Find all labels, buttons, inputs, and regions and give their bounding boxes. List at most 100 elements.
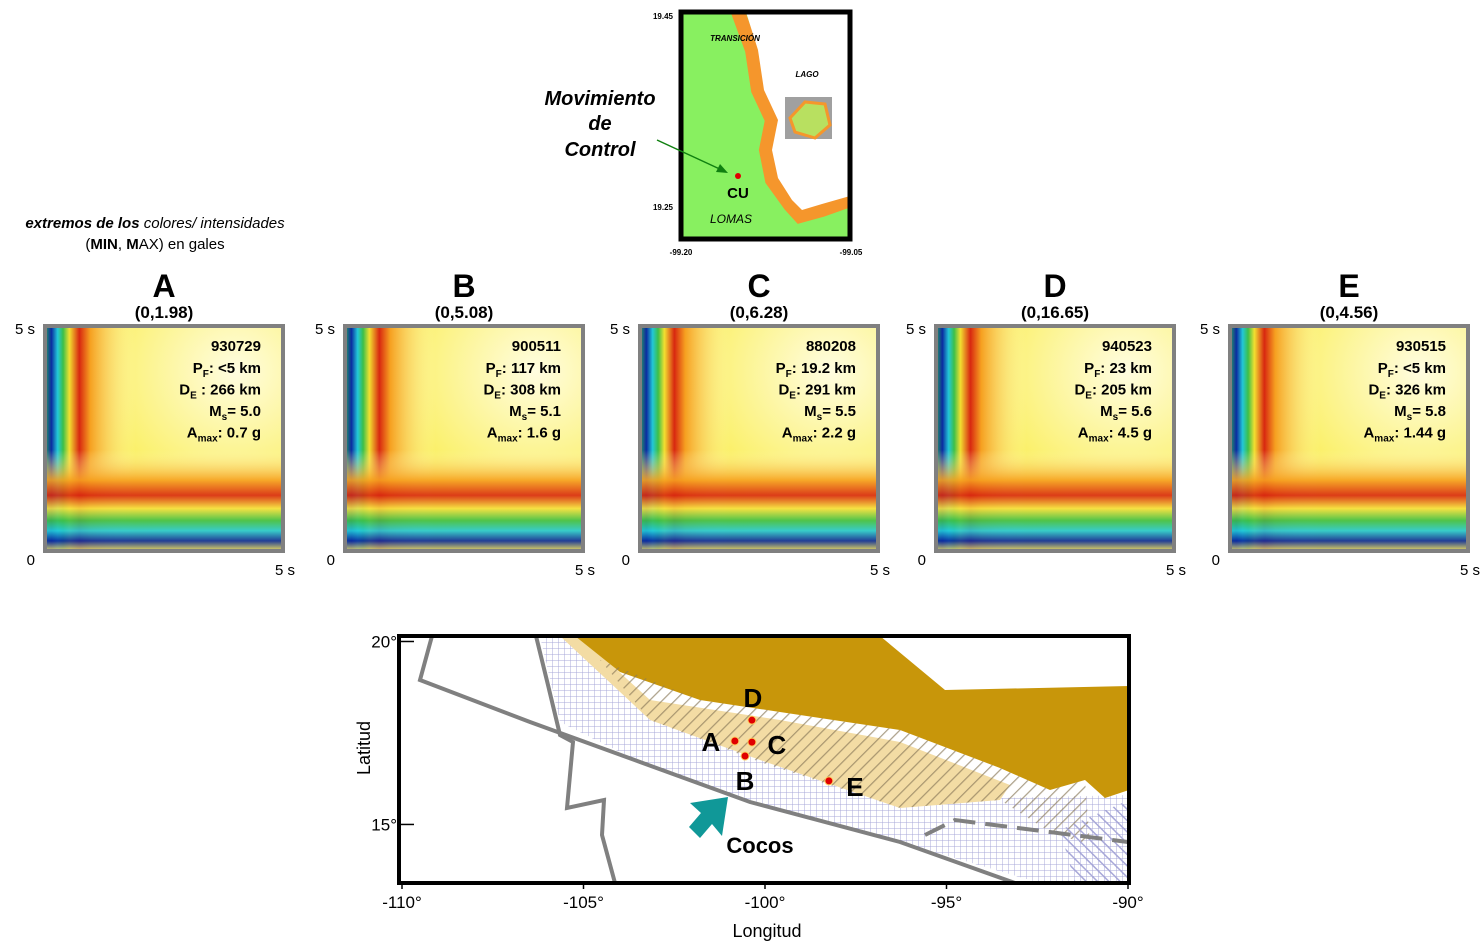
param-subscript: max bbox=[793, 434, 813, 445]
event-param: DE: 205 km bbox=[1074, 382, 1152, 402]
x-end-label: 5 s bbox=[1166, 562, 1186, 579]
param-subscript: max bbox=[1089, 434, 1109, 445]
param-symbol: A bbox=[1078, 425, 1089, 442]
event-point bbox=[747, 715, 757, 725]
y-top-label: 5 s bbox=[1200, 321, 1220, 338]
param-symbol: M bbox=[1394, 403, 1407, 420]
param-subscript: max bbox=[498, 434, 518, 445]
param-symbol: D bbox=[483, 382, 494, 399]
param-subscript: E bbox=[1379, 391, 1386, 402]
param-symbol: M bbox=[509, 403, 522, 420]
param-subscript: E bbox=[190, 391, 197, 402]
event-param: DE: 326 km bbox=[1368, 382, 1446, 402]
param-value: : 0.7 g bbox=[218, 425, 261, 442]
event-param: DE: 308 km bbox=[483, 382, 561, 402]
lon-label: -99.05 bbox=[840, 248, 863, 257]
param-symbol: P bbox=[1084, 360, 1094, 377]
event-id: 930515 bbox=[1396, 338, 1446, 355]
param-value: : 4.5 g bbox=[1109, 425, 1152, 442]
panel-letter: C bbox=[747, 268, 770, 304]
event-point bbox=[824, 776, 834, 786]
param-subscript: max bbox=[198, 434, 218, 445]
param-value: = 5.6 bbox=[1118, 403, 1152, 420]
event-param: DE: 291 km bbox=[778, 382, 856, 402]
param-value: : 2.2 g bbox=[813, 425, 856, 442]
x-tick-label: -105° bbox=[563, 893, 604, 912]
event-param: Amax: 1.44 g bbox=[1363, 425, 1446, 445]
panel-range: (0,16.65) bbox=[1021, 303, 1089, 322]
param-symbol: A bbox=[187, 425, 198, 442]
y-top-label: 5 s bbox=[315, 321, 335, 338]
origin-label: 0 bbox=[918, 552, 926, 569]
param-symbol: A bbox=[487, 425, 498, 442]
y-top-label: 5 s bbox=[610, 321, 630, 338]
panel-frame bbox=[638, 324, 880, 553]
param-value: : 266 km bbox=[197, 382, 261, 399]
event-id: 940523 bbox=[1102, 338, 1152, 355]
x-end-label: 5 s bbox=[870, 562, 890, 579]
event-param: Ms= 5.8 bbox=[1394, 403, 1446, 423]
param-symbol: M bbox=[804, 403, 817, 420]
param-symbol: A bbox=[782, 425, 793, 442]
origin-label: 0 bbox=[622, 552, 630, 569]
panel-frame bbox=[343, 324, 585, 553]
param-value: : 23 km bbox=[1100, 360, 1152, 377]
param-value: : 205 km bbox=[1092, 382, 1152, 399]
event-label: B bbox=[736, 766, 755, 796]
param-value: : 1.44 g bbox=[1394, 425, 1446, 442]
legend-text: extremos de los bbox=[25, 215, 139, 232]
param-subscript: F bbox=[203, 369, 209, 380]
heatmap-band bbox=[640, 449, 878, 551]
x-end-label: 5 s bbox=[1460, 562, 1480, 579]
zone-label: LAGO bbox=[795, 70, 819, 79]
event-point bbox=[747, 737, 757, 747]
param-symbol: M bbox=[209, 403, 222, 420]
x-tick-label: -95° bbox=[931, 893, 962, 912]
heatmap-band bbox=[345, 449, 583, 551]
param-subscript: s bbox=[522, 412, 528, 423]
origin-label: 0 bbox=[1212, 552, 1220, 569]
param-subscript: E bbox=[1085, 391, 1092, 402]
param-symbol: D bbox=[778, 382, 789, 399]
y-top-label: 5 s bbox=[15, 321, 35, 338]
param-symbol: P bbox=[193, 360, 203, 377]
station-label: CU bbox=[727, 185, 749, 202]
param-value: = 5.8 bbox=[1412, 403, 1446, 420]
lon-label: -99.20 bbox=[670, 248, 693, 257]
origin-label: 0 bbox=[27, 552, 35, 569]
param-subscript: E bbox=[789, 391, 796, 402]
legend-text: ( bbox=[85, 236, 90, 253]
panel-letter: B bbox=[452, 268, 475, 304]
event-param: Amax: 2.2 g bbox=[782, 425, 856, 445]
x-axis-label: Longitud bbox=[732, 921, 801, 941]
x-tick-label: -110° bbox=[382, 893, 422, 912]
event-id: 880208 bbox=[806, 338, 856, 355]
inset-caption: Movimiento bbox=[544, 88, 655, 110]
origin-label: 0 bbox=[327, 552, 335, 569]
event-param: Ms= 5.0 bbox=[209, 403, 261, 423]
event-param: PF: 23 km bbox=[1084, 360, 1152, 380]
legend-text: M bbox=[126, 236, 139, 253]
event-param: Ms= 5.6 bbox=[1100, 403, 1152, 423]
param-value: : 291 km bbox=[796, 382, 856, 399]
param-symbol: M bbox=[1100, 403, 1113, 420]
heatmap-band bbox=[45, 449, 283, 551]
param-subscript: s bbox=[222, 412, 228, 423]
heatmap-band bbox=[936, 449, 1174, 551]
event-param: PF: <5 km bbox=[1378, 360, 1446, 380]
inset-map bbox=[656, 9, 853, 242]
event-param: Ms= 5.5 bbox=[804, 403, 856, 423]
param-symbol: A bbox=[1363, 425, 1374, 442]
param-value: = 5.5 bbox=[822, 403, 856, 420]
param-value: = 5.0 bbox=[227, 403, 261, 420]
legend-note: (MIN, MAX) en gales bbox=[85, 236, 224, 253]
panel-frame bbox=[934, 324, 1176, 553]
panel-range: (0,1.98) bbox=[135, 303, 194, 322]
heatmap-band bbox=[1230, 449, 1468, 551]
legend-text: AX) en gales bbox=[139, 236, 225, 253]
param-subscript: s bbox=[1113, 412, 1119, 423]
